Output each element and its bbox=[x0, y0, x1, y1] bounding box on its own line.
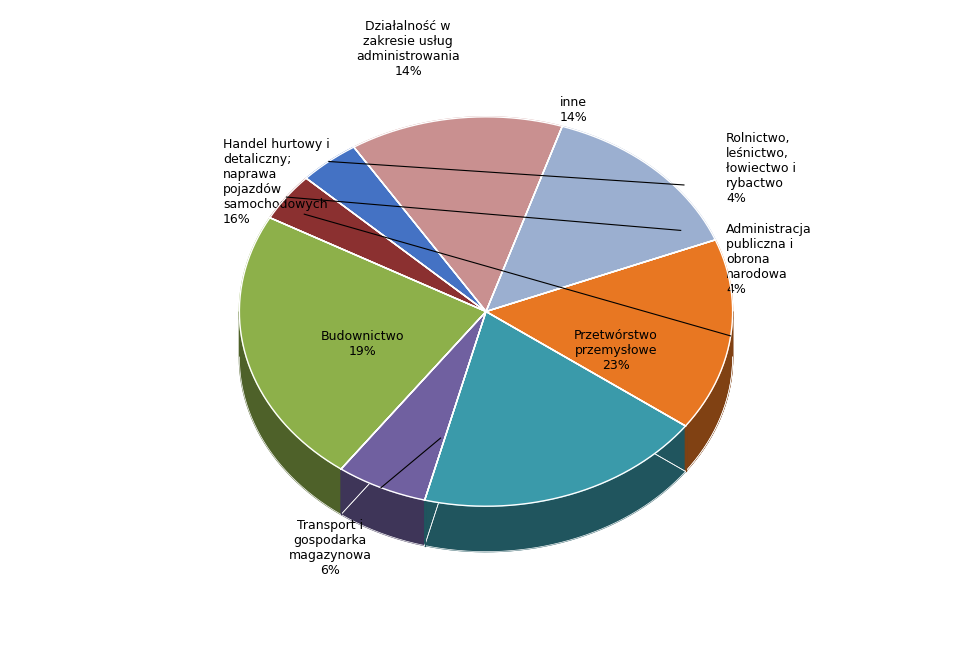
Polygon shape bbox=[486, 240, 733, 426]
Polygon shape bbox=[306, 147, 486, 312]
Polygon shape bbox=[341, 312, 486, 500]
Text: Budownictwo
19%: Budownictwo 19% bbox=[321, 330, 404, 358]
Text: Przetwórstwo
przemysłowe
23%: Przetwórstwo przemysłowe 23% bbox=[573, 329, 658, 372]
Text: Działalność w
zakresie usług
administrowania
14%: Działalność w zakresie usług administrow… bbox=[357, 20, 460, 78]
Polygon shape bbox=[270, 178, 486, 312]
Polygon shape bbox=[425, 312, 685, 506]
Polygon shape bbox=[354, 117, 562, 312]
Polygon shape bbox=[685, 312, 733, 471]
Polygon shape bbox=[685, 312, 733, 471]
Text: inne
14%: inne 14% bbox=[560, 96, 587, 125]
Text: Transport i
gospodarka
magazynowa
6%: Transport i gospodarka magazynowa 6% bbox=[289, 519, 371, 577]
Text: Handel hurtowy i
detaliczny;
naprawa
pojazdów
samochodowych
16%: Handel hurtowy i detaliczny; naprawa poj… bbox=[224, 138, 330, 226]
Text: Rolnictwo,
leśnictwo,
łowiectwo i
rybactwo
4%: Rolnictwo, leśnictwo, łowiectwo i rybact… bbox=[726, 132, 796, 205]
Ellipse shape bbox=[239, 162, 733, 552]
Text: Administracja
publiczna i
obrona
narodowa
4%: Administracja publiczna i obrona narodow… bbox=[726, 223, 812, 296]
Polygon shape bbox=[239, 312, 341, 515]
Polygon shape bbox=[425, 426, 685, 552]
Polygon shape bbox=[486, 127, 715, 312]
Polygon shape bbox=[341, 469, 425, 546]
Polygon shape bbox=[239, 217, 486, 469]
